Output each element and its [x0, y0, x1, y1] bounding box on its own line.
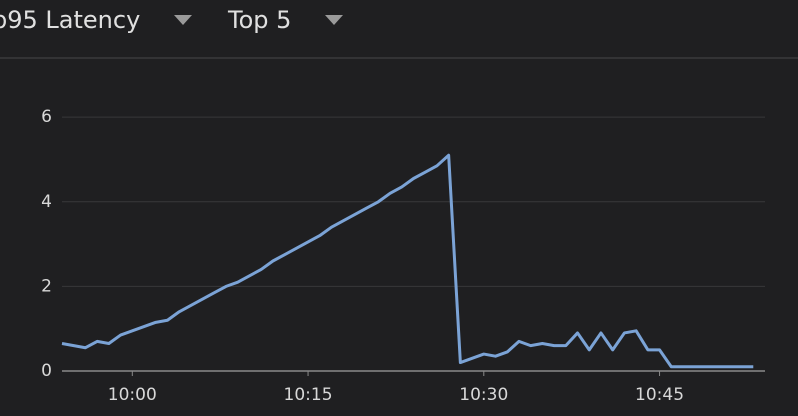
metric-dropdown[interactable]: p95 Latency [0, 6, 140, 34]
limit-dropdown[interactable]: Top 5 [227, 6, 291, 34]
x-tick-label: 10:30 [459, 385, 508, 405]
dropdown-arrow[interactable] [325, 15, 343, 25]
x-tick-label: 10:15 [284, 385, 333, 405]
x-tick-label: 10:00 [108, 385, 157, 405]
y-tick-label: 0 [41, 361, 52, 381]
latency-line [61, 153, 754, 369]
x-tick-label: 10:45 [635, 385, 684, 405]
y-tick-label: 6 [41, 107, 52, 127]
dropdown-arrow[interactable] [174, 15, 192, 25]
y-tick-label: 4 [41, 192, 52, 212]
y-tick-label: 2 [41, 276, 52, 296]
